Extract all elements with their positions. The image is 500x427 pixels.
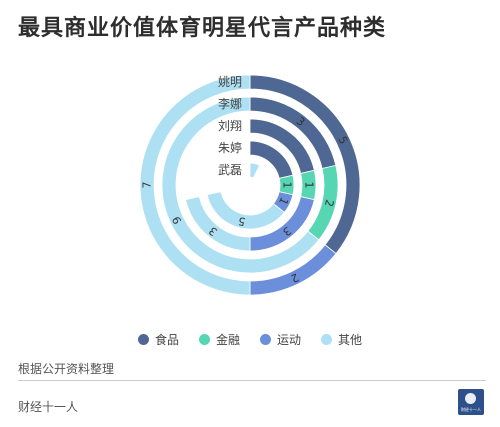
category-label-0: 姚明 bbox=[218, 75, 242, 89]
value-label-0-other: 7 bbox=[141, 182, 154, 189]
bar-segment-3-other[interactable] bbox=[206, 191, 285, 230]
logo-icon bbox=[465, 393, 476, 404]
chart-legend: 食品 金融 运动 其他 bbox=[0, 331, 500, 348]
logo-text: 财经十一人 bbox=[461, 407, 481, 412]
value-label-3-finance: 1 bbox=[281, 182, 294, 189]
legend-item-other[interactable]: 其他 bbox=[321, 331, 362, 348]
legend-item-food[interactable]: 食品 bbox=[137, 331, 179, 348]
value-label-1-finance: 2 bbox=[322, 198, 336, 208]
legend-dot-finance bbox=[198, 334, 210, 345]
bar-segment-2-other[interactable] bbox=[185, 196, 251, 252]
category-label-4: 武磊 bbox=[218, 163, 242, 177]
brand-logo: 财经十一人 bbox=[458, 389, 484, 415]
value-label-1-other: 9 bbox=[170, 214, 185, 226]
legend-dot-food bbox=[137, 334, 149, 345]
category-label-3: 朱婷 bbox=[218, 140, 242, 155]
value-label-3-other: 5 bbox=[237, 214, 247, 228]
legend-label-food: 食品 bbox=[154, 333, 179, 347]
brand-name: 财经十一人 bbox=[18, 400, 79, 414]
footer-divider bbox=[18, 380, 486, 381]
legend-item-finance[interactable]: 金融 bbox=[198, 331, 240, 348]
value-label-2-finance: 1 bbox=[303, 182, 316, 189]
legend-dot-sports bbox=[260, 334, 271, 345]
bar-segment-0-other[interactable] bbox=[139, 74, 251, 296]
bar-segment-4-other[interactable] bbox=[249, 162, 261, 179]
value-label-0-sports: 2 bbox=[289, 270, 301, 285]
value-label-3-sports: 1 bbox=[276, 195, 291, 207]
legend-label-other: 其他 bbox=[338, 333, 363, 347]
category-label-2: 刘翔 bbox=[218, 119, 242, 133]
legend-dot-other bbox=[321, 334, 333, 345]
legend-item-sports[interactable]: 运动 bbox=[260, 331, 301, 348]
category-label-1: 李娜 bbox=[218, 96, 242, 111]
legend-label-finance: 金融 bbox=[215, 333, 240, 347]
bar-segment-1-other[interactable] bbox=[161, 96, 320, 274]
value-label-0-food: 5 bbox=[335, 134, 350, 146]
source-note: 根据公开资料整理 bbox=[18, 362, 115, 376]
chart-title: 最具商业价值体育明星代言产品种类 bbox=[18, 16, 387, 41]
legend-label-sports: 运动 bbox=[277, 333, 302, 347]
